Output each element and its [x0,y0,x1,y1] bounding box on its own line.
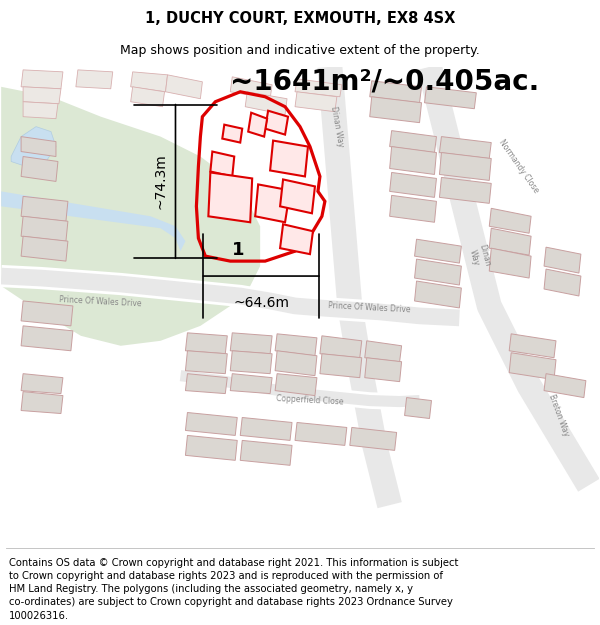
Polygon shape [185,351,227,374]
Polygon shape [439,137,491,159]
Polygon shape [415,239,461,263]
Polygon shape [389,196,436,222]
Polygon shape [370,97,422,122]
Text: Prince Of Wales Drive: Prince Of Wales Drive [59,295,142,309]
Polygon shape [131,87,164,107]
Polygon shape [280,224,313,254]
Polygon shape [489,208,531,233]
Text: Copperfield Close: Copperfield Close [276,394,344,407]
Polygon shape [295,422,347,446]
Polygon shape [489,248,531,278]
Polygon shape [439,177,491,203]
Polygon shape [320,354,362,377]
Polygon shape [21,392,63,414]
Text: 100026316.: 100026316. [9,611,69,621]
Polygon shape [365,357,401,382]
Polygon shape [185,436,237,461]
Polygon shape [21,374,63,394]
Text: to Crown copyright and database rights 2023 and is reproduced with the permissio: to Crown copyright and database rights 2… [9,571,443,581]
Polygon shape [230,333,272,354]
Polygon shape [21,301,73,326]
Polygon shape [275,374,317,396]
Polygon shape [489,228,531,255]
Polygon shape [223,124,242,142]
Polygon shape [208,173,252,222]
Text: Dinan Way: Dinan Way [329,106,345,148]
Polygon shape [1,67,260,346]
Text: Breton Way: Breton Way [547,393,571,438]
Polygon shape [1,191,185,251]
Polygon shape [265,111,288,134]
Polygon shape [544,374,586,398]
Text: ~74.3m: ~74.3m [154,154,167,209]
Text: Normandy Close: Normandy Close [497,138,541,195]
Polygon shape [21,196,68,221]
Polygon shape [350,428,397,451]
Polygon shape [21,137,56,156]
Polygon shape [280,179,315,213]
Text: co-ordinates) are subject to Crown copyright and database rights 2023 Ordnance S: co-ordinates) are subject to Crown copyr… [9,598,453,608]
Polygon shape [21,216,68,241]
Polygon shape [544,247,581,273]
Polygon shape [365,341,401,362]
Polygon shape [21,156,58,181]
Polygon shape [11,127,56,166]
Polygon shape [320,336,362,357]
Text: Prince Of Wales Drive: Prince Of Wales Drive [328,301,411,314]
Polygon shape [295,79,342,97]
Polygon shape [370,81,422,102]
Polygon shape [295,92,337,112]
Polygon shape [23,87,61,104]
Polygon shape [240,441,292,465]
Polygon shape [185,374,227,394]
Polygon shape [240,418,292,441]
Polygon shape [275,351,317,376]
Text: Contains OS data © Crown copyright and database right 2021. This information is : Contains OS data © Crown copyright and d… [9,558,458,568]
Polygon shape [270,141,308,176]
Polygon shape [425,87,476,109]
Polygon shape [166,75,202,99]
Polygon shape [544,269,581,296]
Polygon shape [211,151,234,176]
Text: 1, DUCHY COURT, EXMOUTH, EX8 4SX: 1, DUCHY COURT, EXMOUTH, EX8 4SX [145,11,455,26]
Polygon shape [255,184,290,222]
Polygon shape [275,334,317,356]
Text: ~64.6m: ~64.6m [233,296,289,310]
Polygon shape [415,281,461,308]
Polygon shape [131,72,167,92]
Polygon shape [404,398,431,419]
Polygon shape [389,146,436,174]
Polygon shape [415,259,461,285]
Text: ~1641m²/~0.405ac.: ~1641m²/~0.405ac. [230,68,539,96]
Text: HM Land Registry. The polygons (including the associated geometry, namely x, y: HM Land Registry. The polygons (includin… [9,584,413,594]
Polygon shape [245,92,287,115]
Text: Dinan
Way: Dinan Way [467,242,491,269]
Polygon shape [509,352,556,379]
Polygon shape [389,173,436,198]
Polygon shape [76,70,113,89]
Polygon shape [230,77,272,99]
Text: Map shows position and indicative extent of the property.: Map shows position and indicative extent… [120,44,480,57]
Polygon shape [21,236,68,261]
Text: 1: 1 [232,241,244,259]
Polygon shape [230,351,272,374]
Polygon shape [185,412,237,436]
Polygon shape [21,70,63,89]
Polygon shape [248,112,267,137]
Polygon shape [389,131,436,152]
Polygon shape [230,374,272,394]
Polygon shape [509,334,556,357]
Polygon shape [21,326,73,351]
Polygon shape [185,333,227,354]
Polygon shape [439,152,491,181]
Polygon shape [23,102,58,119]
